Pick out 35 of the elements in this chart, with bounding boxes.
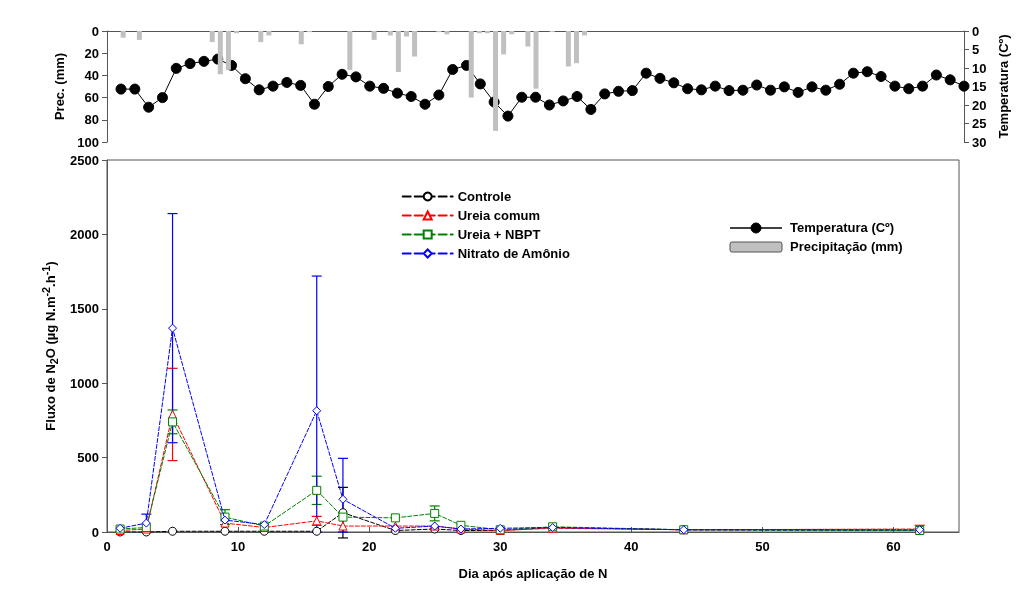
y-tick-label: 2000 [70, 226, 99, 242]
x-tick-label: 20 [361, 539, 377, 554]
x-tick-label: 40 [624, 539, 639, 554]
legend-label: Temperatura (Cº) [790, 220, 896, 235]
y-tick-label: 10 [972, 60, 987, 76]
x-tick-label: 10 [230, 539, 246, 554]
y-tick-label: 0 [91, 524, 99, 540]
y-tick-label: 500 [77, 450, 99, 466]
x-tick-label: 50 [755, 539, 770, 554]
x-tick-label: 60 [886, 539, 901, 554]
x-axis-title: Dia após aplicação de N [458, 566, 608, 581]
y-tick-label: 100 [77, 134, 99, 150]
y-tick-label: 25 [972, 116, 987, 131]
y-tick-label: 20 [84, 45, 99, 61]
legend-label: Ureia + NBPT [457, 227, 541, 242]
legend-label: Controle [457, 189, 512, 204]
y-tick-label: 1500 [70, 301, 99, 317]
y-tick-label: 40 [84, 67, 99, 83]
legend-label: Nitrato de Amônio [457, 246, 570, 261]
y-tick-label: 0 [972, 23, 980, 39]
y-tick-label: 15 [972, 79, 987, 94]
y-tick-label: 5 [972, 42, 980, 57]
y-tick-label: 1000 [70, 375, 99, 391]
y-axis-title: Temperatura (Cº) [996, 34, 1012, 139]
legend-label: Ureia comum [457, 208, 541, 223]
y-tick-label: 60 [84, 90, 99, 106]
y-tick-label: 0 [91, 23, 99, 39]
y-axis-title: Prec. (mm) [52, 52, 68, 121]
y-tick-label: 80 [84, 112, 99, 128]
x-tick-label: 30 [493, 539, 508, 554]
x-tick-label: 0 [103, 539, 111, 554]
y-tick-label: 2500 [70, 152, 99, 168]
y-tick-label: 20 [972, 97, 987, 113]
legend-label: Precipitação (mm) [790, 239, 904, 254]
y-tick-label: 30 [972, 134, 987, 150]
